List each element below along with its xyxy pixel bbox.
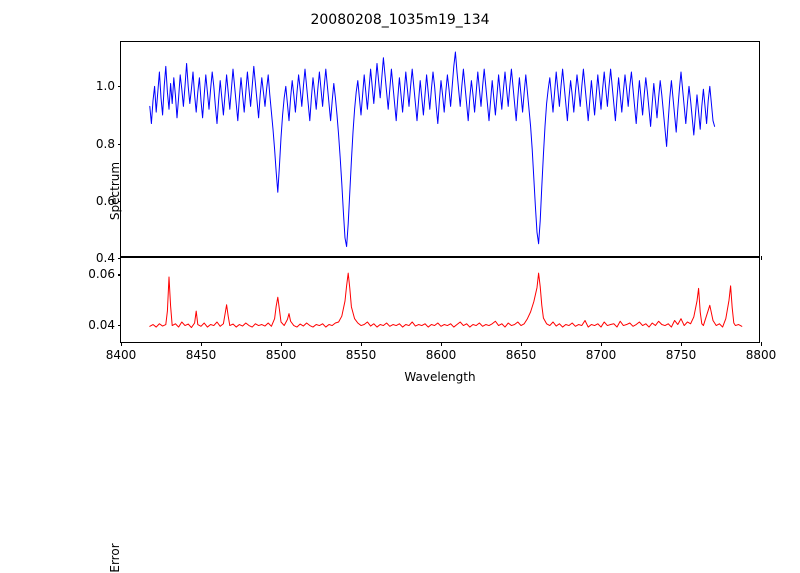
y-tick-label: 0.8 <box>95 136 115 151</box>
y-tick-mark <box>117 274 121 276</box>
x-tick-label: 8550 <box>345 348 377 362</box>
x-tick-label: 8700 <box>585 348 617 362</box>
y-tick-mark <box>117 143 121 145</box>
y-tick-mark <box>117 325 121 327</box>
x-tick-mark <box>201 342 203 346</box>
x-tick-mark <box>361 342 363 346</box>
x-tick-mark <box>281 342 283 346</box>
error-y-axis-label: Error <box>108 543 122 573</box>
x-tick-label: 8400 <box>105 348 137 362</box>
y-tick-mark <box>117 86 121 88</box>
y-tick-label: 0.06 <box>88 267 115 282</box>
spectrum-data-line <box>149 51 716 248</box>
x-tick-label: 8750 <box>665 348 697 362</box>
y-tick-mark <box>117 200 121 202</box>
page-title: 20080208_1035m19_134 <box>310 12 490 28</box>
x-tick-mark <box>761 256 763 260</box>
y-tick-label: 0.4 <box>95 251 115 265</box>
y-tick-label: 0.04 <box>88 318 115 333</box>
x-tick-mark <box>601 342 603 346</box>
x-tick-label: 8650 <box>505 348 537 362</box>
y-tick-label: 1.0 <box>95 79 115 94</box>
error-data-line <box>149 272 743 329</box>
x-tick-label: 8600 <box>425 348 457 362</box>
x-tick-label: 8450 <box>185 348 217 362</box>
x-tick-mark <box>521 342 523 346</box>
x-tick-label: 8800 <box>745 348 777 362</box>
error-plot-panel: Error 0.04 0.06 8400 8450 8500 8550 8600 8650 8… <box>88 257 776 573</box>
x-tick-mark <box>441 342 443 346</box>
x-axis-label: Wavelength <box>404 370 476 384</box>
x-tick-mark <box>121 342 123 346</box>
y-tick-mark <box>117 258 121 260</box>
spectrum-figure: 20080208_1035m19_134 Spectrum 0.4 0.6 0.8 1… <box>88 12 777 573</box>
y-tick-label: 0.6 <box>95 193 115 208</box>
x-tick-label: 8500 <box>265 348 297 362</box>
spectrum-y-axis-label: Spectrum <box>108 161 122 221</box>
x-tick-mark <box>761 342 763 346</box>
spectrum-plot-panel: Spectrum 0.4 0.6 0.8 1.0 <box>96 41 763 265</box>
x-tick-mark <box>681 342 683 346</box>
